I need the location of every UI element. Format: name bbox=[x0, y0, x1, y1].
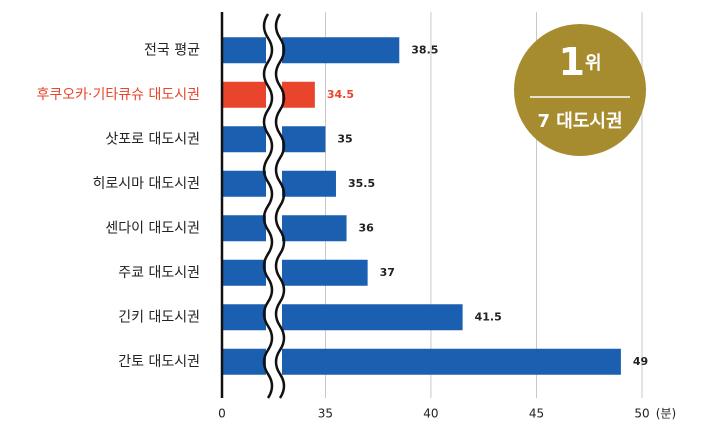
value-label: 35 bbox=[337, 132, 352, 145]
value-label: 36 bbox=[359, 221, 375, 234]
category-label: 간토 대도시권 bbox=[118, 354, 200, 370]
break-line bbox=[274, 13, 286, 399]
x-tick-label: 45 bbox=[529, 407, 544, 421]
bar bbox=[222, 37, 400, 64]
value-label: 35.5 bbox=[348, 177, 375, 190]
category-label: 후쿠오카·기타큐슈 대도시권 bbox=[37, 87, 200, 103]
badge-subtitle: 7 대도시권 bbox=[537, 111, 622, 132]
value-label: 37 bbox=[380, 266, 395, 279]
badge-circle bbox=[514, 24, 646, 156]
bar bbox=[222, 304, 463, 331]
category-label: 긴키 대도시권 bbox=[118, 309, 200, 325]
value-label: 41.5 bbox=[475, 310, 502, 323]
x-tick-label: 50 bbox=[634, 407, 649, 421]
axis-break bbox=[262, 13, 286, 399]
value-label: 38.5 bbox=[411, 43, 438, 56]
category-label: 전국 평균 bbox=[144, 42, 200, 58]
category-label: 삿포로 대도시권 bbox=[105, 131, 200, 147]
value-label: 49 bbox=[633, 355, 648, 368]
x-tick-label: 0 bbox=[218, 407, 226, 421]
rank-number: 1 bbox=[558, 40, 584, 84]
category-label: 주쿄 대도시권 bbox=[118, 265, 200, 281]
category-label: 히로시마 대도시권 bbox=[93, 176, 201, 192]
rank-suffix: 위 bbox=[585, 53, 602, 74]
badge-rank: 1위 bbox=[558, 40, 601, 84]
x-unit: (분) bbox=[656, 407, 676, 421]
bar bbox=[222, 348, 621, 375]
bar bbox=[222, 259, 368, 286]
break-line bbox=[262, 13, 274, 399]
x-tick-label: 35 bbox=[318, 407, 333, 421]
value-label: 34.5 bbox=[327, 88, 354, 101]
category-label: 센다이 대도시권 bbox=[105, 220, 200, 236]
badge: 1위 7 대도시권 bbox=[514, 24, 646, 156]
x-tick-label: 40 bbox=[423, 407, 438, 421]
